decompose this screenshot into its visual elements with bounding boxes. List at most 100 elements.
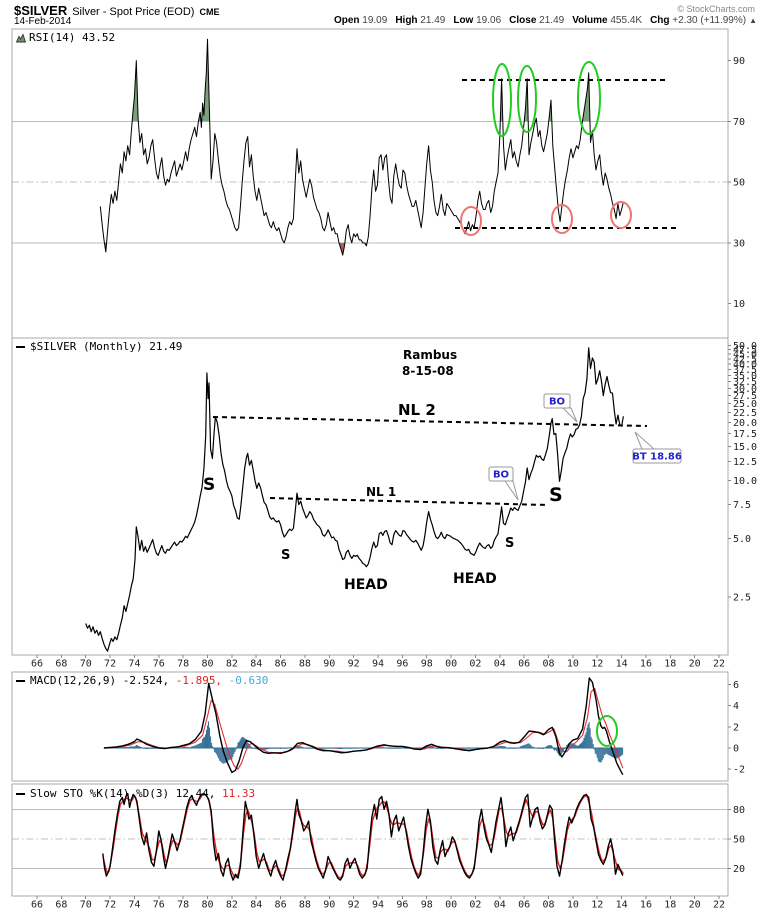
price-ytick-label: 35.0 bbox=[733, 371, 757, 382]
price-label-text: $SILVER (Monthly) 21.49 bbox=[30, 340, 183, 353]
price-ytick-label: 40.0 bbox=[733, 360, 757, 371]
sto-label-text: Slow STO %K(14) %D(3) 12.44, bbox=[30, 787, 216, 800]
x-axis-year-label: 08 bbox=[542, 659, 554, 670]
price-ytick-label: 37.5 bbox=[733, 365, 757, 376]
x-axis-year-label: 78 bbox=[177, 659, 189, 670]
macd-series-0 bbox=[103, 677, 624, 776]
x-axis-year-label: 78 bbox=[177, 900, 189, 909]
symbol-description: Silver - Spot Price (EOD) bbox=[72, 6, 195, 18]
macd-ytick-label: 4 bbox=[733, 701, 739, 712]
x-axis-year-label: 16 bbox=[640, 900, 652, 909]
x-axis-year-label: 88 bbox=[299, 659, 311, 670]
price-annotation-text: Rambus bbox=[403, 348, 457, 362]
x-axis-year-label: 94 bbox=[372, 659, 384, 670]
macd-plot-area bbox=[103, 677, 624, 776]
quote-value-open: 19.09 bbox=[359, 15, 388, 26]
macd-ytick-label: 0 bbox=[733, 744, 739, 755]
price-annotation-text: S bbox=[281, 548, 290, 563]
x-axis-year-label: 04 bbox=[494, 659, 506, 670]
rsi-label: RSI(14) 43.52 bbox=[15, 31, 115, 44]
x-axis-year-label: 80 bbox=[201, 659, 213, 670]
x-axis-year-label: 76 bbox=[153, 659, 165, 670]
price-ytick-label: 22.5 bbox=[733, 408, 757, 419]
rsi-red-circle-annotation bbox=[610, 201, 632, 229]
quote-value-volume: 455.4K bbox=[607, 15, 643, 26]
price-label: $SILVER (Monthly) 21.49 bbox=[16, 340, 182, 353]
price-panel: Rambus 8-15-08 NL 2 NL 1 S S HEAD HEAD S S BO BO BT … bbox=[11, 337, 757, 656]
price-annotation-text: NL 2 bbox=[398, 401, 436, 419]
copyright: © StockCharts.com bbox=[677, 4, 755, 14]
symbol: $SILVER bbox=[14, 3, 68, 18]
sto-panel: 80 50 20 bbox=[11, 783, 745, 897]
price-ytick-label: 12.5 bbox=[733, 457, 757, 468]
rsi-red-circle-annotation bbox=[551, 204, 573, 234]
price-ytick-label: 25.0 bbox=[733, 399, 757, 410]
x-axis-year-label: 14 bbox=[616, 900, 628, 909]
price-annotation-text: S bbox=[505, 536, 514, 551]
price-ytick-label: 15.0 bbox=[733, 442, 757, 453]
rsi-series-0 bbox=[99, 38, 624, 256]
price-ytick-label: 27.5 bbox=[733, 391, 757, 402]
macd-ytick-label: -2 bbox=[733, 765, 745, 776]
price-annotation-text: S bbox=[549, 484, 563, 506]
rsi-plot-area bbox=[12, 38, 728, 256]
x-axis-year-label: 10 bbox=[567, 900, 579, 909]
x-axis-year-label: 94 bbox=[372, 900, 384, 909]
x-axis-year-label: 00 bbox=[445, 900, 457, 909]
price-dashed-annotation-line bbox=[212, 416, 648, 427]
quote-value-close: 21.49 bbox=[536, 15, 565, 26]
x-axis-year-label: 18 bbox=[664, 659, 676, 670]
x-axis-year-label: 74 bbox=[128, 659, 140, 670]
macd-panel: 6 4 2 0 -2 bbox=[11, 671, 745, 782]
chart-title-row: $SILVER Silver - Spot Price (EOD) CME bbox=[14, 2, 219, 20]
price-ytick-label: 50.0 bbox=[733, 341, 757, 352]
x-axis-year-label: 06 bbox=[518, 900, 530, 909]
quote-value-low: 19.06 bbox=[473, 15, 502, 26]
rsi-ytick-label: 70 bbox=[733, 117, 745, 128]
quote-value-high: 21.49 bbox=[417, 15, 446, 26]
sto-ytick-label: 20 bbox=[733, 864, 745, 875]
rsi-green-circle-annotation bbox=[577, 61, 601, 135]
line-swatch-icon bbox=[16, 345, 25, 348]
x-axis-year-label: 66 bbox=[31, 900, 43, 909]
rsi-red-circle-annotation bbox=[460, 206, 482, 236]
macd-ytick-label: 2 bbox=[733, 722, 739, 733]
macd-label: MACD(12,26,9) -2.524, -1.895, -0.630 bbox=[16, 674, 268, 687]
quote-label-chg: Chg bbox=[650, 15, 670, 26]
callout-label: BO bbox=[493, 470, 509, 481]
price-ytick-label: 32.5 bbox=[733, 377, 757, 388]
macd-hist-value: -0.630 bbox=[222, 674, 269, 687]
rsi-area-icon bbox=[15, 32, 27, 43]
change-up-arrow-icon: ▲ bbox=[749, 16, 757, 25]
rsi-panel: 90 70 50 30 10 bbox=[11, 28, 745, 339]
sto-ytick-label: 50 bbox=[733, 834, 745, 845]
macd-series-1 bbox=[103, 688, 624, 770]
rsi-green-circle-annotation bbox=[517, 65, 537, 133]
x-axis-year-label: 96 bbox=[396, 659, 408, 670]
x-axis-year-label: 70 bbox=[80, 659, 92, 670]
x-axis-year-label: 10 bbox=[567, 659, 579, 670]
sto-d-value: 11.33 bbox=[215, 787, 256, 800]
x-axis-year-label: 88 bbox=[299, 900, 311, 909]
quote-value-chg: +2.30 (+11.99%) bbox=[669, 15, 747, 26]
x-axis-year-label: 14 bbox=[616, 659, 628, 670]
x-axis-year-label: 22 bbox=[713, 900, 725, 909]
price-ytick-label: 47.5 bbox=[733, 345, 757, 356]
price-annotation-text: S bbox=[203, 475, 215, 495]
sto-label: Slow STO %K(14) %D(3) 12.44, 11.33 bbox=[16, 787, 255, 800]
macd-signal-value: -1.895, bbox=[169, 674, 223, 687]
price-plot-area bbox=[85, 347, 624, 652]
x-axis-year-label: 92 bbox=[348, 659, 360, 670]
x-axis-year-label: 72 bbox=[104, 900, 116, 909]
sto-plot-area bbox=[12, 792, 728, 881]
price-ytick-label: 17.5 bbox=[733, 429, 757, 440]
line-swatch-icon bbox=[16, 679, 25, 682]
x-axis-year-label: 02 bbox=[469, 659, 481, 670]
x-axis-year-label: 82 bbox=[226, 900, 238, 909]
x-axis-year-label: 70 bbox=[80, 900, 92, 909]
x-axis-year-label: 66 bbox=[31, 659, 43, 670]
x-axis-year-label: 82 bbox=[226, 659, 238, 670]
rsi-ytick-label: 90 bbox=[733, 56, 745, 67]
price-ytick-label: 7.5 bbox=[733, 500, 751, 511]
